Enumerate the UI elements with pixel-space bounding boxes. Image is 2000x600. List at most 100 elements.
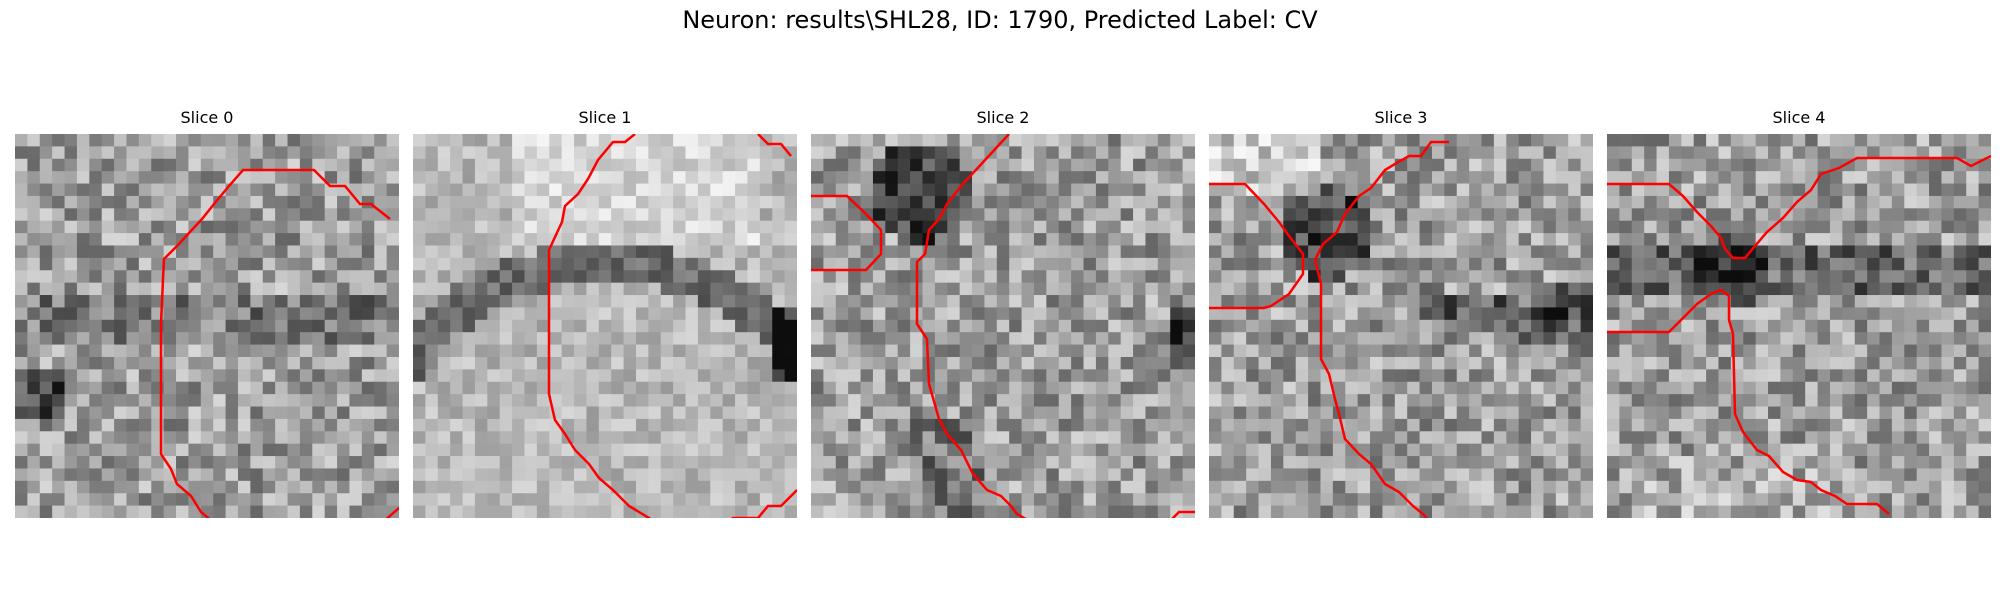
- pixel: [1258, 505, 1272, 518]
- pixel: [474, 369, 488, 383]
- pixel: [524, 394, 538, 408]
- pixel: [312, 468, 326, 482]
- pixel: [413, 394, 426, 408]
- pixel: [1656, 344, 1670, 358]
- pixel: [1829, 332, 1843, 346]
- pixel: [76, 468, 90, 482]
- pixel: [361, 245, 375, 259]
- pixel: [860, 493, 874, 507]
- pixel: [1867, 245, 1881, 259]
- pixel: [1929, 468, 1943, 482]
- pixel: [1444, 456, 1458, 470]
- pixel: [1755, 183, 1769, 197]
- pixel: [1668, 332, 1682, 346]
- pixel: [848, 356, 862, 370]
- pixel: [885, 270, 899, 284]
- pixel: [101, 257, 115, 271]
- pixel: [39, 406, 53, 420]
- pixel: [1009, 158, 1023, 172]
- pixel: [1320, 158, 1334, 172]
- pixel: [996, 282, 1010, 296]
- pixel: [361, 406, 375, 420]
- pixel: [586, 332, 600, 346]
- pixel: [188, 257, 202, 271]
- pixel: [374, 369, 388, 383]
- pixel: [735, 134, 749, 147]
- pixel: [89, 282, 103, 296]
- pixel: [648, 493, 662, 507]
- pixel: [1953, 183, 1967, 197]
- pixel: [425, 282, 439, 296]
- pixel: [759, 406, 773, 420]
- pixel: [1780, 319, 1794, 333]
- pixel: [1656, 381, 1670, 395]
- pixel: [425, 307, 439, 321]
- pixel: [413, 369, 426, 383]
- pixel: [586, 468, 600, 482]
- pixel: [1916, 134, 1930, 147]
- pixel: [1320, 282, 1334, 296]
- pixel: [188, 344, 202, 358]
- pixel: [1829, 134, 1843, 147]
- pixel: [1555, 233, 1569, 247]
- pixel: [188, 356, 202, 370]
- pixel: [1345, 394, 1359, 408]
- pixel: [1120, 183, 1134, 197]
- pixel: [89, 158, 103, 172]
- pixel: [126, 406, 140, 420]
- pixel: [1631, 332, 1645, 346]
- pixel: [1209, 356, 1222, 370]
- pixel: [1829, 146, 1843, 160]
- pixel: [1854, 369, 1868, 383]
- pixel: [1209, 369, 1222, 383]
- pixel: [922, 158, 936, 172]
- pixel: [648, 183, 662, 197]
- pixel: [200, 443, 214, 457]
- pixel: [1829, 456, 1843, 470]
- pixel: [1145, 431, 1159, 445]
- pixel: [361, 480, 375, 494]
- pixel: [425, 418, 439, 432]
- pixel: [759, 344, 773, 358]
- pixel: [1270, 369, 1284, 383]
- pixel: [772, 493, 786, 507]
- pixel: [1543, 356, 1557, 370]
- pixel: [1568, 480, 1582, 494]
- pixel: [1743, 146, 1757, 160]
- pixel: [984, 295, 998, 309]
- pixel: [648, 270, 662, 284]
- pixel: [1568, 233, 1582, 247]
- pixel: [1170, 233, 1184, 247]
- pixel: [872, 480, 886, 494]
- pixel: [1941, 505, 1955, 518]
- pixel: [361, 456, 375, 470]
- pixel: [337, 369, 351, 383]
- pixel: [922, 307, 936, 321]
- pixel: [747, 406, 761, 420]
- pixel: [114, 480, 128, 494]
- pixel: [811, 468, 824, 482]
- pixel: [1345, 183, 1359, 197]
- pixel: [1854, 257, 1868, 271]
- pixel: [835, 257, 849, 271]
- pixel: [885, 381, 899, 395]
- pixel: [1755, 356, 1769, 370]
- pixel: [860, 134, 874, 147]
- pixel: [673, 332, 687, 346]
- pixel: [386, 394, 399, 408]
- pixel: [462, 146, 476, 160]
- pixel: [885, 456, 899, 470]
- pixel: [1419, 158, 1433, 172]
- pixel: [1258, 480, 1272, 494]
- pixel: [1258, 443, 1272, 457]
- pixel: [1308, 158, 1322, 172]
- pixel: [1755, 344, 1769, 358]
- pixel: [324, 307, 338, 321]
- pixel: [386, 456, 399, 470]
- pixel: [1431, 456, 1445, 470]
- pixel: [1021, 505, 1035, 518]
- pixel: [275, 480, 289, 494]
- pixel: [114, 171, 128, 185]
- pixel: [474, 295, 488, 309]
- pixel: [27, 480, 41, 494]
